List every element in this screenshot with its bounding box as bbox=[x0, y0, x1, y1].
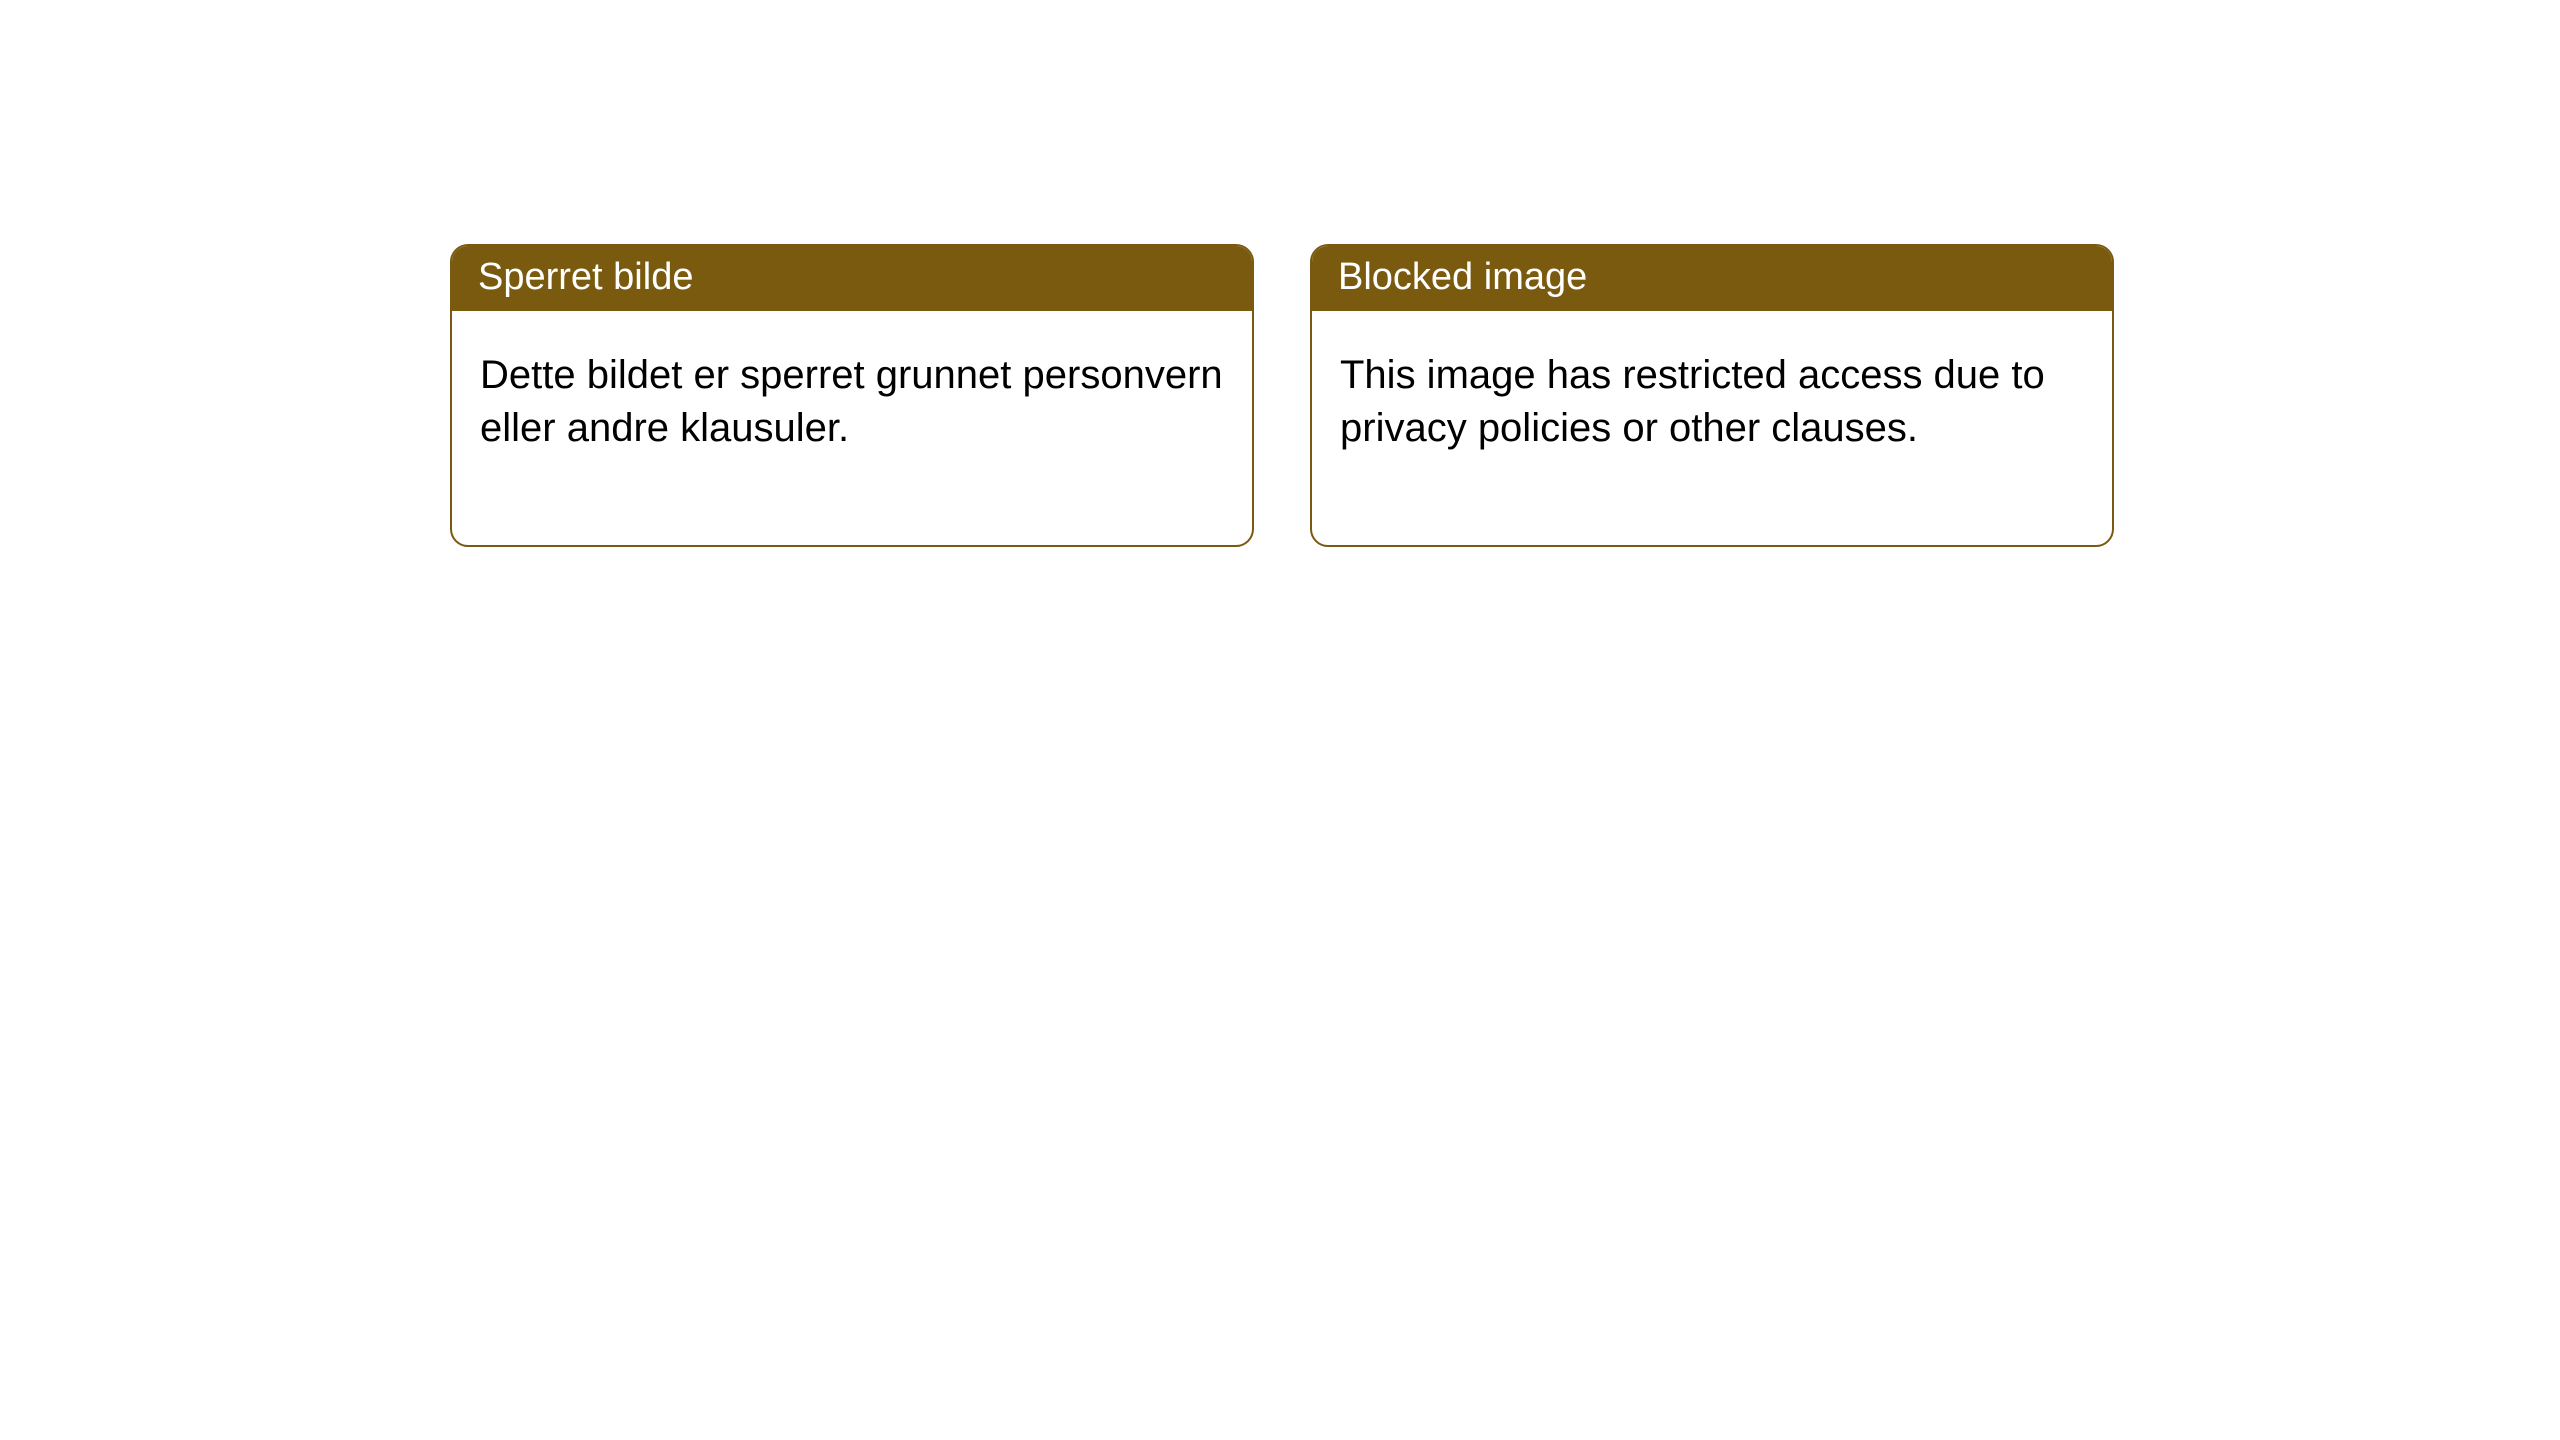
notice-card-english: Blocked image This image has restricted … bbox=[1310, 244, 2114, 547]
card-title-norwegian: Sperret bilde bbox=[452, 246, 1252, 311]
card-body-english: This image has restricted access due to … bbox=[1312, 311, 2112, 545]
card-title-english: Blocked image bbox=[1312, 246, 2112, 311]
notice-cards-container: Sperret bilde Dette bildet er sperret gr… bbox=[0, 0, 2560, 547]
notice-card-norwegian: Sperret bilde Dette bildet er sperret gr… bbox=[450, 244, 1254, 547]
card-body-norwegian: Dette bildet er sperret grunnet personve… bbox=[452, 311, 1252, 545]
